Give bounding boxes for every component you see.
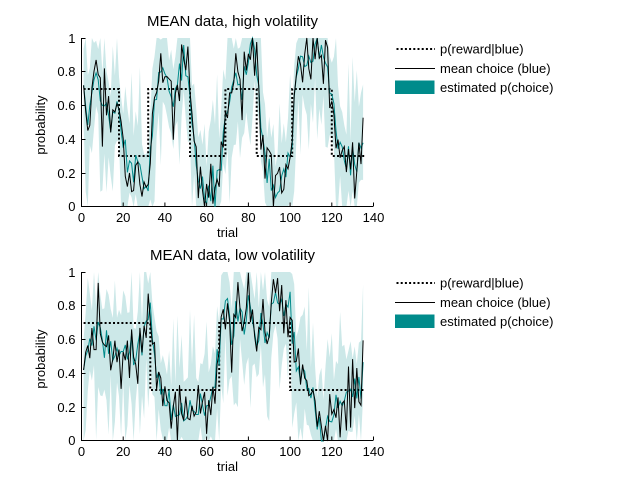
svg-text:140: 140 <box>363 210 385 225</box>
svg-text:100: 100 <box>279 210 301 225</box>
svg-text:20: 20 <box>116 210 130 225</box>
svg-text:MEAN data, low volatility: MEAN data, low volatility <box>150 247 316 264</box>
svg-text:100: 100 <box>279 444 301 459</box>
svg-text:0: 0 <box>78 210 85 225</box>
svg-text:0.4: 0.4 <box>57 366 75 381</box>
svg-text:0.8: 0.8 <box>57 64 75 79</box>
svg-text:80: 80 <box>241 210 255 225</box>
svg-text:0.8: 0.8 <box>57 298 75 313</box>
svg-text:20: 20 <box>116 444 130 459</box>
svg-text:trial: trial <box>217 459 238 474</box>
svg-text:0.4: 0.4 <box>57 132 75 147</box>
svg-text:0: 0 <box>68 199 75 214</box>
svg-text:p(reward|blue): p(reward|blue) <box>440 276 524 291</box>
svg-text:0.6: 0.6 <box>57 98 75 113</box>
svg-text:probability: probability <box>33 95 48 155</box>
svg-text:120: 120 <box>321 444 343 459</box>
svg-text:60: 60 <box>199 444 213 459</box>
svg-text:40: 40 <box>158 210 172 225</box>
svg-text:0: 0 <box>78 444 85 459</box>
svg-text:120: 120 <box>321 210 343 225</box>
svg-text:1: 1 <box>68 265 75 280</box>
svg-text:probability: probability <box>33 329 48 389</box>
svg-text:0.2: 0.2 <box>57 400 75 415</box>
svg-text:MEAN data, high volatility: MEAN data, high volatility <box>147 13 318 30</box>
svg-text:60: 60 <box>199 210 213 225</box>
svg-text:0.2: 0.2 <box>57 166 75 181</box>
svg-text:estimated p(choice): estimated p(choice) <box>440 80 553 95</box>
svg-text:estimated p(choice): estimated p(choice) <box>440 314 553 329</box>
svg-text:trial: trial <box>217 225 238 240</box>
svg-text:mean choice (blue): mean choice (blue) <box>440 61 551 76</box>
svg-text:80: 80 <box>241 444 255 459</box>
svg-text:p(reward|blue): p(reward|blue) <box>440 42 524 57</box>
svg-text:mean choice (blue): mean choice (blue) <box>440 295 551 310</box>
svg-text:40: 40 <box>158 444 172 459</box>
svg-text:140: 140 <box>363 444 385 459</box>
svg-text:1: 1 <box>68 31 75 46</box>
svg-text:0: 0 <box>68 433 75 448</box>
svg-text:0.6: 0.6 <box>57 332 75 347</box>
